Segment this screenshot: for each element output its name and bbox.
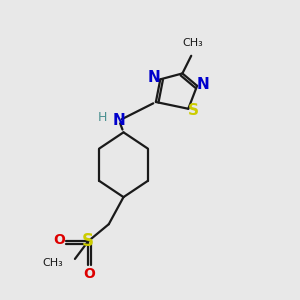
Text: O: O — [83, 267, 95, 281]
Text: S: S — [188, 103, 199, 118]
Text: N: N — [196, 76, 209, 92]
Text: S: S — [82, 232, 94, 250]
Text: O: O — [53, 233, 65, 247]
Text: N: N — [148, 70, 161, 85]
Text: CH₃: CH₃ — [182, 38, 203, 47]
Text: H: H — [98, 111, 108, 124]
Text: CH₃: CH₃ — [42, 258, 63, 268]
Text: N: N — [113, 113, 125, 128]
